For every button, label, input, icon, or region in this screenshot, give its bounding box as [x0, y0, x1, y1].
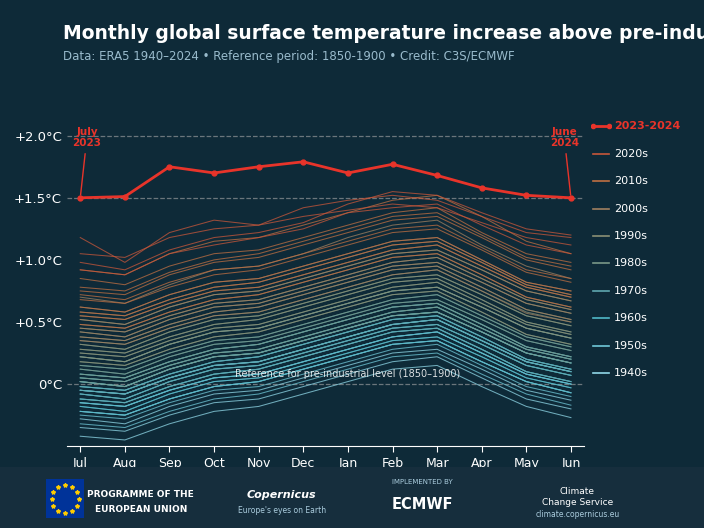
Text: Monthly global surface temperature increase above pre-industrial: Monthly global surface temperature incre…	[63, 24, 704, 43]
Text: Copernicus: Copernicus	[247, 489, 316, 499]
Text: IMPLEMENTED BY: IMPLEMENTED BY	[392, 479, 453, 485]
Text: 1970s: 1970s	[614, 286, 648, 296]
Text: 2000s: 2000s	[614, 204, 648, 213]
Text: 1950s: 1950s	[614, 341, 648, 351]
Text: Europe's eyes on Earth: Europe's eyes on Earth	[237, 506, 326, 515]
Text: July
2023: July 2023	[73, 127, 101, 195]
Text: 1980s: 1980s	[614, 259, 648, 268]
Text: 2020s: 2020s	[614, 149, 648, 158]
Text: EUROPEAN UNION: EUROPEAN UNION	[94, 505, 187, 514]
Text: Data: ERA5 1940–2024 • Reference period: 1850-1900 • Credit: C3S/ECMWF: Data: ERA5 1940–2024 • Reference period:…	[63, 50, 515, 63]
Text: June
2024: June 2024	[550, 127, 579, 195]
Text: 1940s: 1940s	[614, 369, 648, 378]
Text: 1960s: 1960s	[614, 314, 648, 323]
Text: 2010s: 2010s	[614, 176, 648, 186]
Text: ECMWF: ECMWF	[391, 497, 453, 513]
Text: 2023-2024: 2023-2024	[614, 121, 680, 131]
Text: Change Service: Change Service	[541, 498, 613, 507]
Text: Climate: Climate	[560, 487, 595, 496]
Text: PROGRAMME OF THE: PROGRAMME OF THE	[87, 490, 194, 499]
Text: Reference for pre-industrial level (1850–1900): Reference for pre-industrial level (1850…	[235, 369, 460, 379]
Text: climate.copernicus.eu: climate.copernicus.eu	[535, 510, 620, 519]
Text: 1990s: 1990s	[614, 231, 648, 241]
